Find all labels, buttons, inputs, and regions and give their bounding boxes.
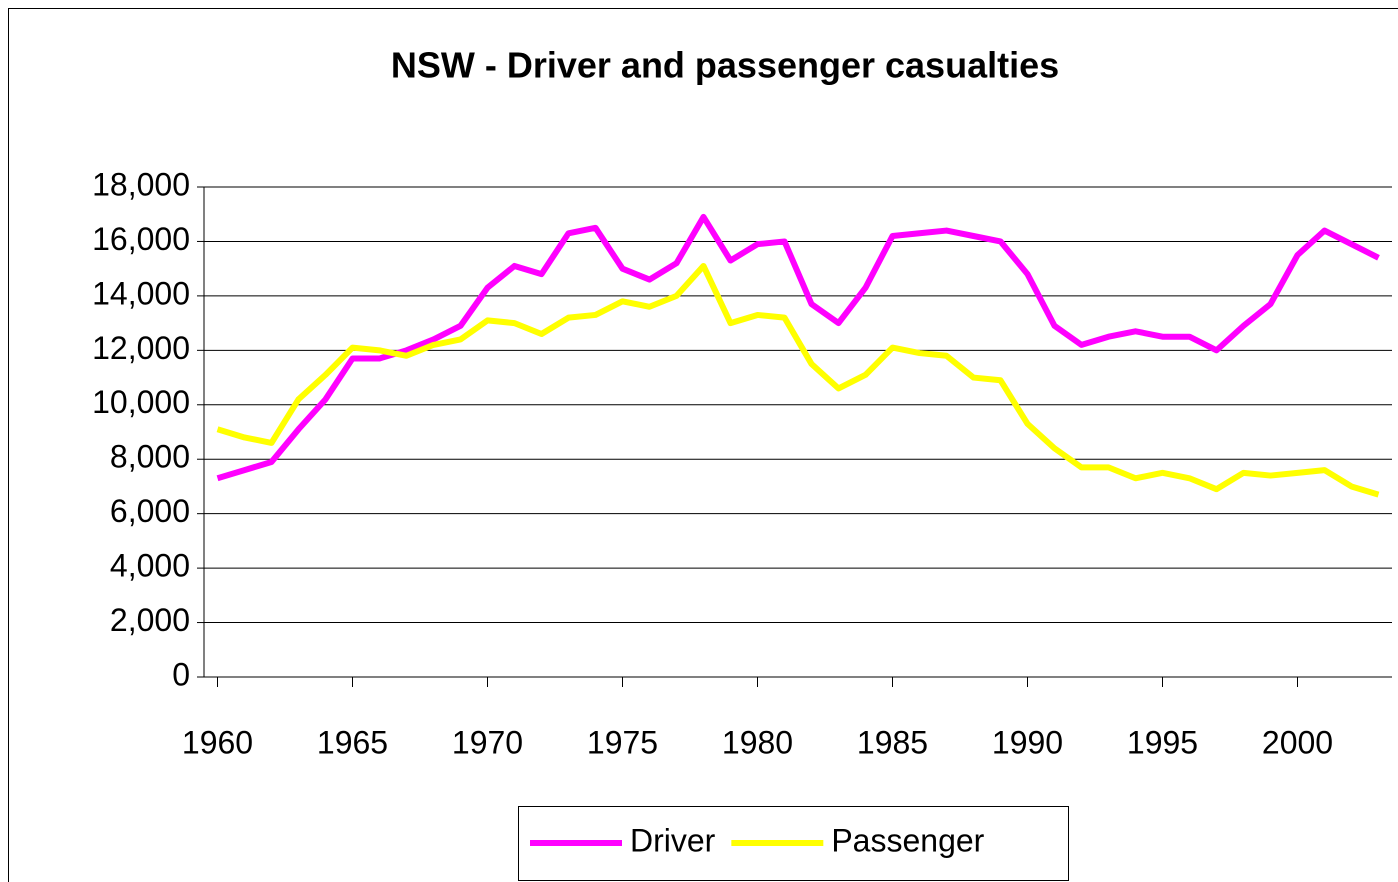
y-tick-label: 12,000 xyxy=(92,330,190,366)
x-tick-label: 1975 xyxy=(587,724,658,760)
y-tick-label: 18,000 xyxy=(92,166,190,202)
x-tick-label: 1995 xyxy=(1127,724,1198,760)
chart-border xyxy=(8,8,1398,882)
y-tick-label: 14,000 xyxy=(92,275,190,311)
x-tick-label: 1985 xyxy=(857,724,928,760)
legend-label: Passenger xyxy=(831,822,984,858)
x-tick-label: 1970 xyxy=(452,724,523,760)
x-tick-label: 1960 xyxy=(182,724,253,760)
y-tick-label: 2,000 xyxy=(110,602,190,638)
chart-title: NSW - Driver and passenger casualties xyxy=(391,45,1059,86)
y-tick-label: 16,000 xyxy=(92,221,190,257)
y-tick-label: 10,000 xyxy=(92,384,190,420)
y-tick-label: 6,000 xyxy=(110,493,190,529)
x-tick-label: 2000 xyxy=(1262,724,1333,760)
y-tick-label: 8,000 xyxy=(110,439,190,475)
series-line xyxy=(216,262,1380,498)
legend-label: Driver xyxy=(630,822,716,858)
y-tick-label: 4,000 xyxy=(110,548,190,584)
x-tick-label: 1980 xyxy=(722,724,793,760)
x-tick-label: 1990 xyxy=(992,724,1063,760)
x-tick-label: 1965 xyxy=(317,724,388,760)
y-tick-label: 0 xyxy=(172,656,190,692)
series-line xyxy=(216,213,1380,482)
